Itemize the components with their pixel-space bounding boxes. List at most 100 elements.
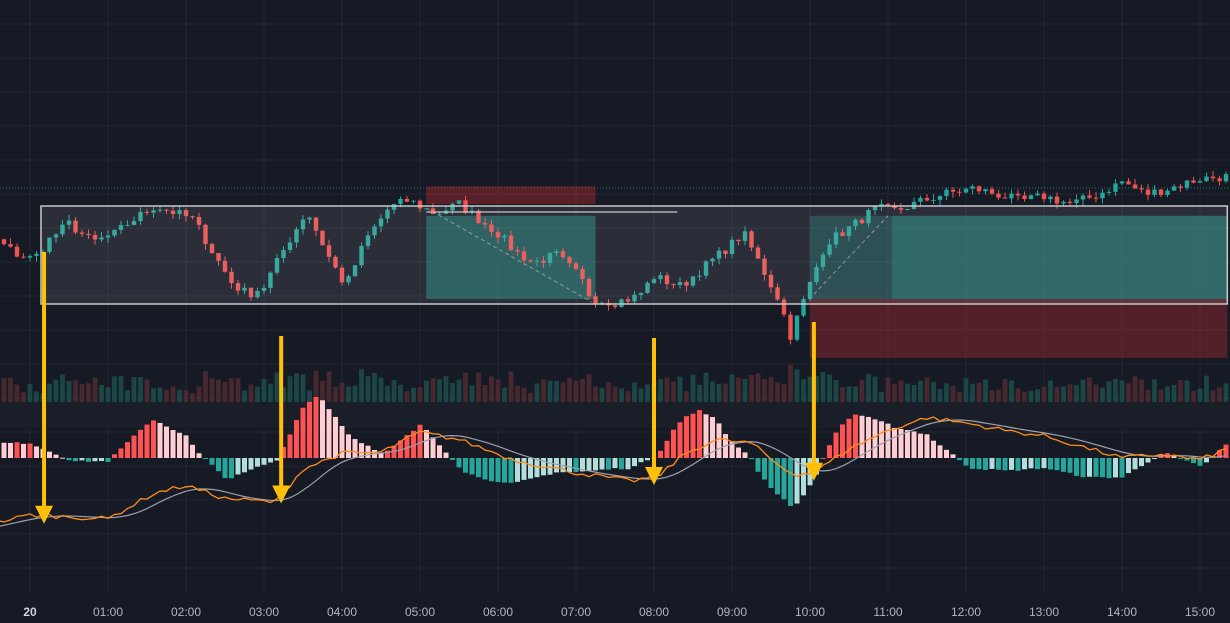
volume-bar: [183, 390, 189, 402]
candle-up: [677, 282, 683, 285]
volume-bar: [950, 385, 956, 402]
volume-bar: [560, 382, 566, 402]
volume-bar: [970, 383, 975, 402]
candle-up: [645, 282, 650, 293]
candle-down: [924, 197, 930, 201]
macd-histogram-bar: [749, 458, 754, 460]
macd-histogram-bar: [989, 458, 995, 469]
macd-histogram-bar: [118, 448, 124, 458]
candle-up: [391, 204, 397, 210]
candle-up: [255, 290, 260, 298]
macd-histogram-bar: [1028, 458, 1034, 469]
volume-bar: [703, 372, 709, 402]
x-axis-tick-label: 09:00: [717, 605, 747, 619]
volume-bar: [892, 383, 897, 402]
candle-down: [476, 210, 481, 223]
candlestick-series[interactable]: [0, 171, 1229, 345]
volume-bar: [105, 387, 111, 402]
volume-bar: [885, 377, 891, 402]
volume-bar: [632, 382, 637, 402]
macd-histogram-bar: [352, 439, 358, 458]
volume-bar: [469, 385, 475, 402]
candle-up: [866, 210, 871, 224]
macd-histogram-bar: [1119, 458, 1125, 478]
volume-bar: [157, 387, 163, 402]
candle-up: [118, 225, 124, 230]
macd-histogram-bar: [21, 443, 26, 458]
candle-up: [905, 208, 910, 210]
x-axis-tick-label: 13:00: [1029, 605, 1059, 619]
volume-bar: [658, 379, 663, 402]
macd-histogram-bar: [593, 458, 598, 471]
macd-histogram-bar: [1223, 444, 1229, 458]
macd-histogram-bar: [684, 416, 689, 458]
candle-up: [879, 203, 884, 206]
macd-histogram-bar: [1145, 458, 1151, 463]
macd-histogram-bar: [313, 396, 319, 458]
candle-up: [794, 315, 800, 340]
candle-down: [79, 232, 85, 234]
candle-down: [508, 235, 514, 251]
macd-histogram-bar: [99, 458, 104, 462]
volume-bar: [1009, 380, 1014, 402]
candle-down: [73, 220, 78, 233]
volume-bar: [749, 374, 754, 402]
candle-up: [352, 265, 358, 277]
candle-down: [768, 274, 774, 288]
macd-histogram-bar: [307, 401, 312, 458]
macd-histogram-bar: [1184, 458, 1190, 461]
volume-bar: [957, 391, 962, 402]
macd-histogram-bar: [983, 458, 988, 471]
candle-up: [807, 281, 813, 300]
candle-down: [671, 284, 676, 286]
candle-down: [612, 305, 618, 307]
candle-down: [976, 186, 982, 192]
candle-up: [424, 208, 429, 210]
macd-histogram-bar: [775, 458, 780, 495]
volume-bar: [905, 383, 910, 402]
macd-histogram-bar: [495, 458, 501, 482]
volume-bar: [1171, 384, 1177, 402]
candle-up: [970, 186, 975, 189]
volume-bar: [638, 388, 644, 402]
volume-bar: [625, 391, 631, 402]
macd-histogram-bar: [1048, 458, 1053, 470]
candle-up: [651, 279, 657, 283]
candle-up: [937, 196, 943, 200]
candle-down: [190, 216, 195, 218]
candle-down: [859, 219, 865, 224]
candle-up: [1106, 191, 1112, 193]
volume-bar: [378, 377, 384, 402]
stop-loss-zone: [426, 186, 596, 205]
macd-histogram-bar: [404, 435, 410, 458]
macd-histogram-bar: [27, 443, 33, 458]
candle-up: [294, 229, 299, 243]
macd-histogram-bar: [781, 458, 787, 500]
candle-up: [554, 251, 559, 254]
volume-bar: [1061, 386, 1066, 402]
macd-histogram-bar: [398, 440, 403, 458]
candle-down: [1054, 196, 1060, 204]
macd-histogram-bar: [112, 454, 117, 458]
x-axis-tick-label: 02:00: [171, 605, 201, 619]
candle-up: [261, 287, 267, 291]
volume-bar: [14, 384, 20, 402]
volume-bar: [1041, 386, 1047, 402]
macd-histogram-bar: [417, 424, 423, 458]
volume-bar: [1217, 387, 1222, 402]
macd-histogram-bar: [502, 458, 507, 483]
volume-bar: [1048, 380, 1053, 402]
macd-histogram-bar: [690, 413, 696, 458]
macd-histogram-bar: [957, 458, 962, 461]
x-axis-tick-label: 07:00: [561, 605, 591, 619]
candle-up: [716, 250, 722, 259]
candle-down: [92, 235, 98, 240]
volume-bar: [307, 390, 312, 402]
macd-histogram-bar: [859, 415, 865, 458]
volume-bar: [1113, 379, 1118, 402]
zone-overlays: [425, 186, 1228, 358]
macd-histogram-bar: [911, 431, 917, 458]
volume-bar: [1093, 384, 1099, 402]
candle-up: [346, 276, 351, 283]
